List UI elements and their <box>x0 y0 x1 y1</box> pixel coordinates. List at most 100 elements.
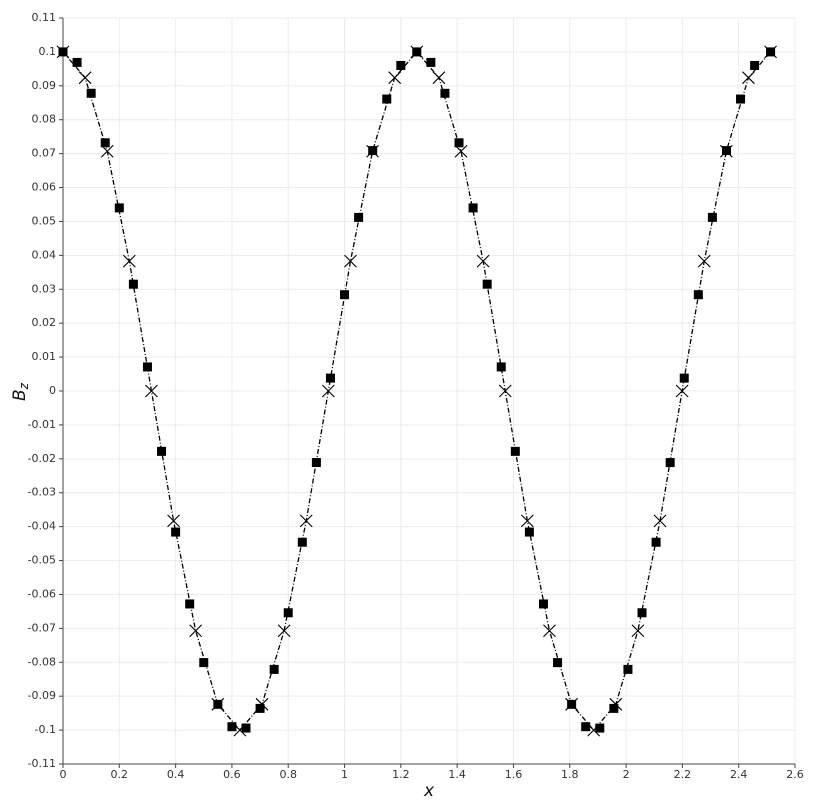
square-marker <box>255 703 265 713</box>
x-tick-label: 0.2 <box>111 768 129 781</box>
cross-marker <box>366 144 379 158</box>
y-tick-label: -0.09 <box>28 689 56 702</box>
square-marker <box>128 279 138 289</box>
cross-marker <box>255 697 269 711</box>
square-marker <box>524 527 534 537</box>
y-axis-label: Bz <box>10 382 31 401</box>
cross-marker <box>565 697 578 711</box>
y-tick-label: -0.08 <box>28 655 56 668</box>
cross-marker <box>587 723 601 737</box>
square-marker <box>199 658 209 668</box>
cross-marker <box>609 697 623 711</box>
x-tick-label: 1.8 <box>561 768 579 781</box>
y-tick-label: 0.09 <box>32 79 57 92</box>
x-tick-label: 0 <box>60 768 67 781</box>
cross-marker <box>543 624 556 638</box>
cross-marker <box>388 71 402 85</box>
square-marker <box>651 537 661 547</box>
square-marker <box>637 608 647 618</box>
x-tick-label: 0.8 <box>279 768 297 781</box>
cross-marker <box>476 254 490 268</box>
y-tick-label: -0.06 <box>28 587 56 600</box>
y-tick-label: -0.01 <box>28 418 56 431</box>
y-tick-label: 0 <box>49 384 56 397</box>
cross-marker <box>167 514 180 528</box>
square-marker <box>553 658 563 668</box>
square-marker <box>269 664 279 674</box>
cross-marker <box>56 45 70 59</box>
cross-marker <box>100 144 114 158</box>
x-tick-label: 2.2 <box>674 768 692 781</box>
x-tick-label: 2 <box>623 768 630 781</box>
x-axis-label: x <box>423 781 435 801</box>
cross-marker <box>719 144 733 158</box>
y-tick-label: 0.07 <box>32 147 57 160</box>
square-marker <box>241 723 251 733</box>
cross-marker <box>498 384 512 398</box>
series-line <box>62 50 772 732</box>
cross-marker <box>631 624 645 638</box>
square-marker <box>538 599 548 609</box>
square-marker <box>227 722 237 732</box>
square-marker <box>496 362 506 372</box>
square-marker <box>440 88 450 98</box>
square-marker <box>468 203 478 213</box>
y-tick-label: 0.08 <box>32 113 57 126</box>
square-marker <box>707 212 717 222</box>
square-marker <box>679 373 689 383</box>
cross-marker <box>454 144 468 158</box>
cross-marker <box>321 384 335 398</box>
y-tick-label: 0.03 <box>32 282 57 295</box>
square-marker <box>609 703 619 713</box>
square-marker <box>665 458 675 468</box>
y-tick-label: 0.1 <box>39 45 57 58</box>
y-tick-label: -0.02 <box>28 452 56 465</box>
y-axis-label-sub: z <box>17 382 31 390</box>
cross-marker <box>742 71 755 85</box>
cross-marker <box>653 514 667 528</box>
square-marker <box>283 608 293 618</box>
cross-marker <box>299 514 313 528</box>
square-marker <box>581 722 591 732</box>
square-marker <box>382 94 392 104</box>
y-tick-label: 0.05 <box>32 214 57 227</box>
y-tick-label: -0.03 <box>28 486 56 499</box>
cross-marker <box>211 697 225 711</box>
cross-marker <box>410 45 424 59</box>
y-tick-label: 0.06 <box>32 181 57 194</box>
x-tick-label: 0.4 <box>167 768 185 781</box>
x-tick-label: 1.6 <box>505 768 523 781</box>
square-marker <box>426 57 436 67</box>
cross-marker <box>78 71 92 85</box>
cross-marker <box>189 624 203 638</box>
cross-marker <box>432 71 446 85</box>
x-tick-label: 1.2 <box>392 768 410 781</box>
square-marker <box>750 60 760 70</box>
square-marker <box>157 446 167 456</box>
y-axis-label-main: B <box>10 389 30 401</box>
y-tick-label: 0.01 <box>32 350 57 363</box>
y-tick-label: -0.07 <box>28 621 56 634</box>
y-tick-label: -0.05 <box>28 554 56 567</box>
square-marker <box>736 94 746 104</box>
x-tick-label: 0.6 <box>223 768 241 781</box>
cross-marker <box>344 254 357 268</box>
square-marker <box>623 664 633 674</box>
cross-marker <box>764 45 777 59</box>
cross-marker <box>145 384 158 398</box>
cross-marker <box>277 624 291 638</box>
square-marker <box>72 57 82 67</box>
square-marker <box>325 373 335 383</box>
square-marker <box>86 88 96 98</box>
y-tick-label: 0.04 <box>32 248 57 261</box>
y-tick-label: 0.02 <box>32 316 57 329</box>
x-tick-label: 2.6 <box>786 768 804 781</box>
y-tick-label: -0.1 <box>35 723 56 736</box>
x-tick-label: 1.4 <box>448 768 466 781</box>
square-marker <box>114 203 124 213</box>
cross-marker <box>520 514 534 528</box>
y-tick-label: -0.04 <box>28 520 56 533</box>
y-tick-label: 0.11 <box>32 11 57 24</box>
cross-marker <box>233 723 247 737</box>
